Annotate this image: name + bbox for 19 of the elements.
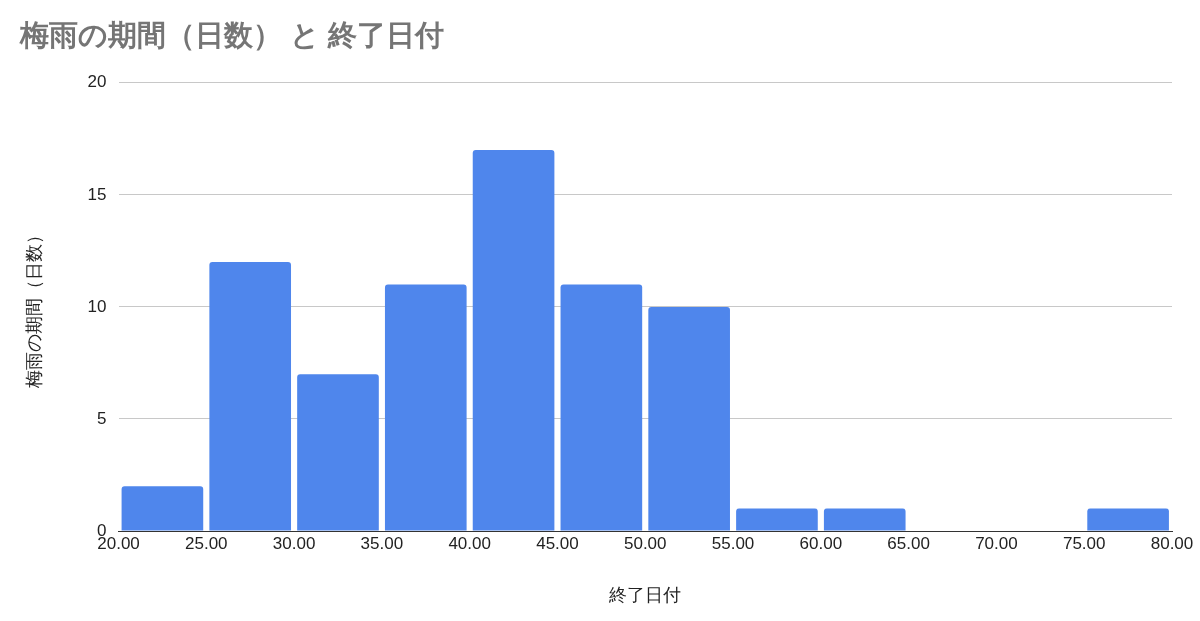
chart-title: 梅雨の期間（日数） と 終了日付 xyxy=(19,19,445,52)
x-tick-label: 25.00 xyxy=(185,533,228,553)
x-axis-title: 終了日付 xyxy=(608,585,682,606)
y-tick-label: 10 xyxy=(87,296,107,316)
x-tick-label: 35.00 xyxy=(360,533,404,553)
x-tick-label: 60.00 xyxy=(799,533,843,553)
x-tick-label: 75.00 xyxy=(1062,533,1106,553)
x-tick-label: 40.00 xyxy=(448,533,491,553)
x-tick-label: 45.00 xyxy=(536,533,579,553)
x-tick-label: 30.00 xyxy=(272,533,316,553)
y-tick-label: 15 xyxy=(87,184,107,204)
x-tick-label: 80.00 xyxy=(1150,533,1194,553)
x-tick-label: 65.00 xyxy=(887,533,930,553)
y-axis-title: 梅雨の期間（日数） xyxy=(23,225,44,389)
x-tick-label: 55.00 xyxy=(711,533,755,553)
x-tick-label: 50.00 xyxy=(623,533,667,553)
y-tick-label: 20 xyxy=(87,72,107,92)
x-tick-label: 70.00 xyxy=(975,533,1018,553)
y-tick-label: 5 xyxy=(97,408,107,428)
